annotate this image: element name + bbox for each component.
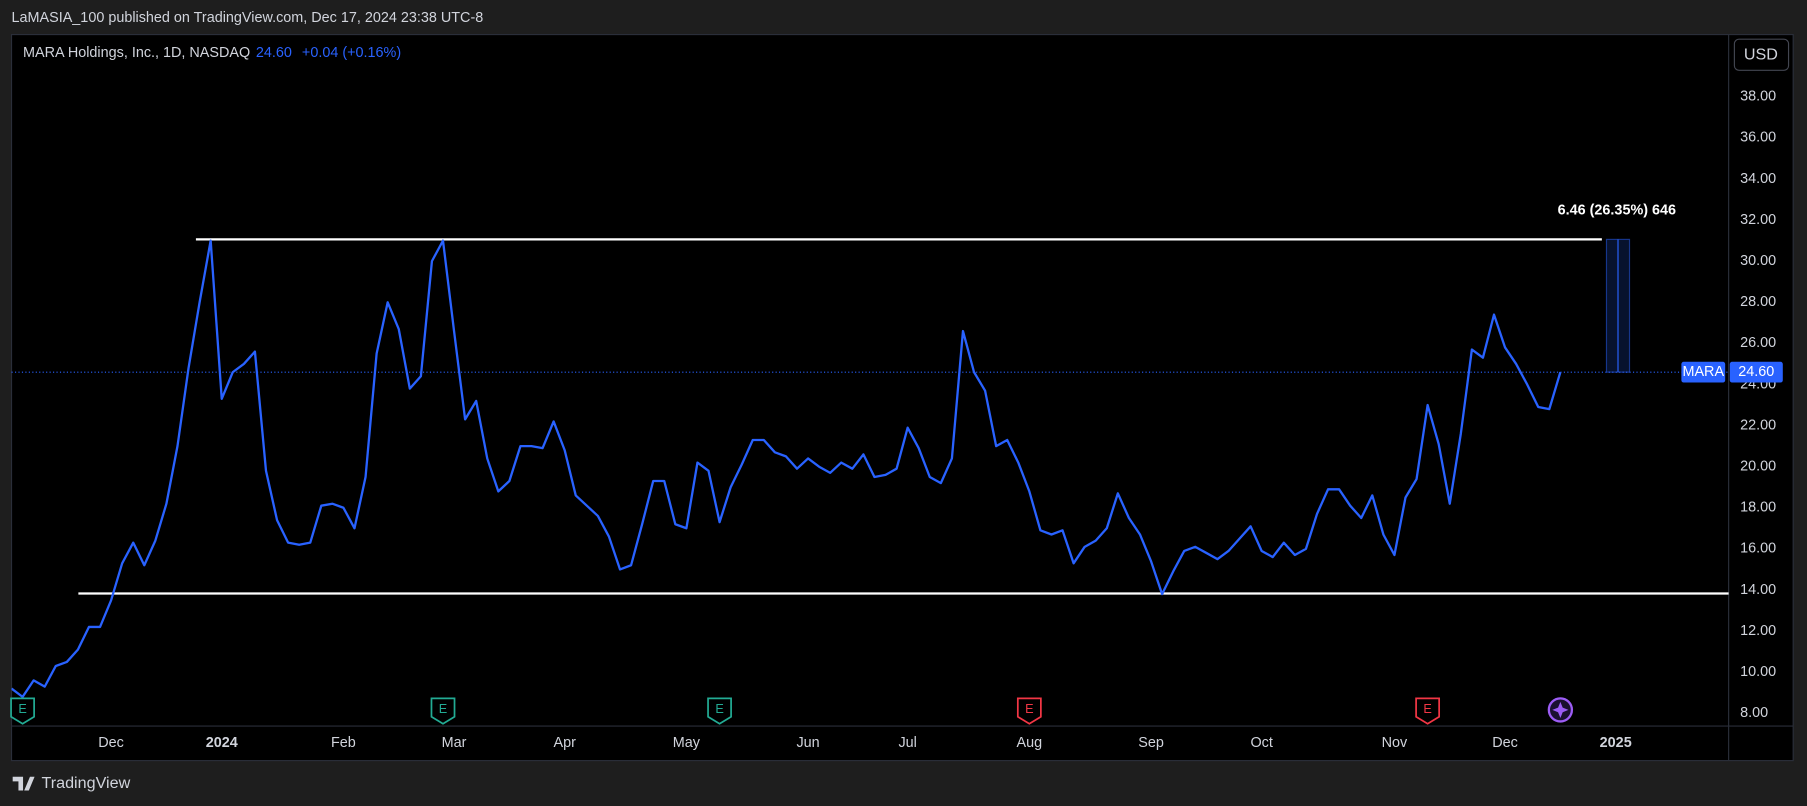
- panel: [10, 33, 1794, 762]
- x-tick-label: 2025: [1600, 735, 1632, 751]
- event-icon: [430, 697, 456, 725]
- measure-label: 6.46 (26.35%) 646: [1558, 202, 1676, 218]
- event-label: E: [1025, 702, 1033, 716]
- brand-logo: [12, 776, 35, 791]
- y-tick-label: 32.00: [1740, 212, 1776, 228]
- symbol-tag: [1681, 361, 1726, 383]
- y-tick-label: 22.00: [1740, 417, 1776, 433]
- x-tick-label: May: [673, 735, 701, 751]
- price-line: [11, 239, 1562, 699]
- brand: TradingView: [41, 774, 130, 792]
- y-tick-label: 36.00: [1740, 130, 1776, 146]
- event-icon: [1016, 697, 1042, 725]
- x-tick-label: Sep: [1138, 735, 1164, 751]
- event-star: [1552, 701, 1569, 718]
- x-tick-label: Oct: [1250, 735, 1272, 751]
- x-tick-label: Aug: [1017, 735, 1043, 751]
- event-icon: [1415, 697, 1441, 725]
- y-tick-label: 10.00: [1740, 664, 1776, 680]
- header: LaMASIA_100 published on TradingView.com…: [12, 10, 484, 26]
- event-icon: [707, 697, 732, 725]
- y-tick-label: 12.00: [1740, 623, 1776, 639]
- x-tick-label: Feb: [331, 735, 356, 751]
- event-label: E: [439, 702, 447, 716]
- event-label: E: [715, 702, 723, 716]
- x-tick-label: Nov: [1382, 735, 1408, 751]
- event-label: E: [18, 702, 26, 716]
- symbol-tag-text: MARA: [1682, 364, 1724, 380]
- currency-button[interactable]: [1733, 38, 1790, 71]
- price-tag: [1729, 361, 1783, 383]
- y-tick-label: 16.00: [1740, 541, 1776, 557]
- y-tick-label: 14.00: [1740, 582, 1776, 598]
- y-tick-label: 38.00: [1740, 89, 1776, 105]
- event-icon: [10, 697, 35, 725]
- y-tick-label: 18.00: [1740, 500, 1776, 516]
- x-tick-label: Dec: [98, 735, 124, 751]
- x-tick-label: Jun: [796, 735, 819, 751]
- legend-symbol: MARA Holdings, Inc., 1D, NASDAQ: [23, 45, 250, 61]
- x-tick-label: Apr: [553, 735, 576, 751]
- y-tick-label: 34.00: [1740, 171, 1776, 187]
- x-tick-label: 2024: [206, 735, 238, 751]
- y-tick-label: 8.00: [1740, 705, 1768, 721]
- x-tick-label: Dec: [1492, 735, 1518, 751]
- legend-price: 24.60: [256, 45, 292, 61]
- x-tick-label: Jul: [898, 735, 916, 751]
- price-tag-text: 24.60: [1738, 364, 1774, 380]
- currency[interactable]: USD: [1744, 46, 1778, 64]
- y-tick-label: 30.00: [1740, 253, 1776, 269]
- y-tick-label: 20.00: [1740, 458, 1776, 474]
- y-tick-label: 26.00: [1740, 335, 1776, 351]
- event-label: E: [1423, 702, 1431, 716]
- legend-change: +0.04 (+0.16%): [302, 45, 401, 61]
- y-tick-label: 28.00: [1740, 294, 1776, 310]
- x-tick-label: Mar: [442, 735, 467, 751]
